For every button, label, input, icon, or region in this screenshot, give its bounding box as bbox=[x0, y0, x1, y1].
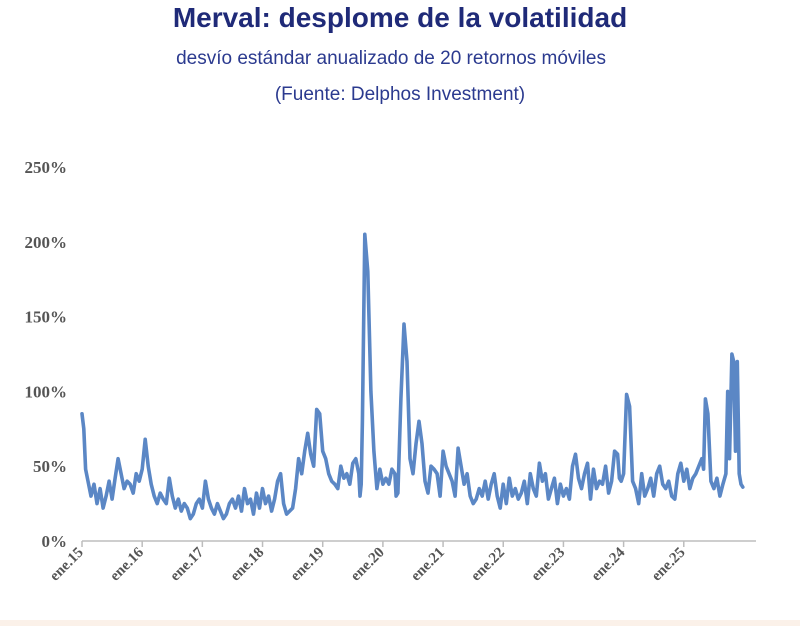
x-tick-label: ene.23 bbox=[528, 545, 568, 585]
x-tick-label: ene.20 bbox=[348, 545, 388, 585]
series-line bbox=[80, 232, 745, 521]
y-tick-label: 250% bbox=[25, 158, 68, 177]
y-tick-label: 150% bbox=[25, 308, 68, 327]
x-tick-label: ene.18 bbox=[227, 545, 267, 585]
chart-subtitle: desvío estándar anualizado de 20 retorno… bbox=[176, 48, 606, 69]
chart-source: (Fuente: Delphos Investment) bbox=[274, 84, 526, 105]
x-tick-label: ene.25 bbox=[649, 545, 689, 585]
y-tick-label: 50% bbox=[33, 457, 67, 476]
y-tick-label: 0% bbox=[42, 532, 68, 551]
x-tick-label: ene.16 bbox=[107, 544, 147, 584]
y-tick-label: 200% bbox=[25, 233, 68, 252]
x-tick-label: ene.22 bbox=[468, 545, 508, 585]
chart-title: Merval: desplome de la volatilidad bbox=[172, 2, 628, 33]
bottom-band bbox=[0, 620, 800, 626]
x-tick-label: ene.19 bbox=[288, 545, 328, 585]
x-tick-label: ene.24 bbox=[589, 544, 629, 584]
x-tick-label: ene.17 bbox=[167, 544, 207, 584]
x-tick-label: ene.21 bbox=[408, 545, 448, 585]
y-tick-label: 100% bbox=[25, 382, 68, 401]
